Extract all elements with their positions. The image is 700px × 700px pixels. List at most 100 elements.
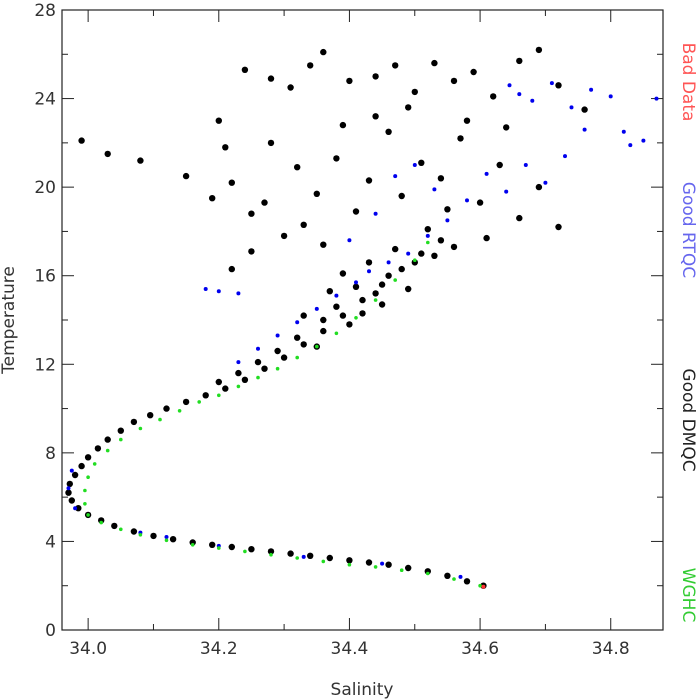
data-point — [535, 46, 543, 54]
data-point — [372, 73, 379, 80]
data-point — [413, 258, 417, 263]
data-point — [399, 568, 404, 572]
data-point — [209, 195, 216, 202]
data-point — [71, 471, 79, 479]
data-point — [426, 571, 430, 576]
data-point — [169, 536, 177, 543]
data-point — [150, 532, 157, 540]
data-point — [217, 546, 221, 550]
data-point — [392, 245, 399, 253]
data-point — [222, 144, 229, 151]
data-point — [431, 59, 438, 67]
data-point — [346, 321, 353, 328]
x-tick-label: 34.8 — [592, 639, 630, 659]
data-point — [216, 289, 221, 294]
data-point — [275, 366, 280, 371]
data-point — [385, 272, 392, 279]
data-point — [405, 104, 412, 111]
y-tick-label: 16 — [34, 267, 56, 287]
data-point — [275, 333, 280, 338]
y-tick-label: 4 — [45, 532, 56, 552]
data-point — [280, 232, 288, 240]
data-point — [84, 454, 92, 461]
data-point — [352, 208, 360, 215]
data-point — [339, 121, 347, 129]
data-point — [215, 378, 222, 386]
data-point — [333, 303, 340, 310]
data-point — [104, 436, 111, 443]
data-point — [274, 347, 281, 355]
data-point — [392, 62, 399, 69]
data-point — [320, 327, 327, 335]
data-point — [372, 113, 379, 120]
data-point — [504, 189, 509, 194]
data-point — [425, 233, 430, 238]
data-point — [378, 301, 386, 308]
y-tick-label: 0 — [45, 621, 56, 641]
legend: Bad Data Good RTQC Good DMQC WGHC — [678, 43, 698, 623]
data-point — [313, 190, 320, 197]
data-point — [365, 559, 373, 566]
data-point — [217, 393, 221, 398]
data-point — [92, 462, 97, 466]
data-point — [452, 577, 456, 581]
data-point — [280, 354, 288, 361]
data-point — [130, 418, 138, 426]
data-point — [549, 81, 554, 86]
y-axis-title: Temperature — [0, 266, 19, 375]
data-point — [503, 124, 510, 131]
data-point — [465, 198, 469, 203]
data-point — [314, 306, 319, 311]
data-point — [445, 218, 450, 223]
data-point — [481, 584, 486, 589]
data-point — [182, 172, 190, 180]
data-point — [589, 87, 594, 92]
y-tick-label: 8 — [45, 444, 56, 464]
x-tick-label: 34.4 — [331, 639, 369, 659]
data-point — [164, 535, 169, 539]
series-wghc — [83, 240, 482, 588]
data-point — [197, 400, 201, 404]
data-point — [654, 96, 659, 101]
legend-item: WGHC — [678, 568, 698, 623]
data-point — [354, 316, 358, 320]
data-point — [431, 252, 438, 259]
x-axis-title: Salinity — [331, 680, 394, 700]
data-point — [248, 210, 255, 217]
data-point — [222, 385, 229, 392]
data-point — [228, 543, 235, 551]
data-point — [334, 331, 339, 336]
data-point — [163, 405, 170, 412]
data-point — [235, 369, 242, 377]
data-point — [68, 497, 76, 504]
series-bad-data — [481, 584, 486, 589]
data-point — [386, 260, 391, 265]
data-point — [261, 365, 268, 372]
data-point — [294, 164, 301, 171]
data-point — [83, 502, 87, 506]
x-tick-label: 34.2 — [200, 639, 238, 659]
data-point — [137, 157, 144, 164]
data-point — [346, 557, 353, 564]
data-point — [365, 177, 373, 184]
data-point — [75, 505, 82, 512]
data-point — [458, 574, 463, 579]
data-point — [236, 384, 241, 389]
data-point — [543, 180, 548, 185]
data-point — [295, 556, 300, 560]
data-point — [267, 548, 275, 555]
data-point — [406, 251, 411, 256]
data-point — [202, 392, 209, 399]
data-point — [177, 409, 182, 413]
data-point — [326, 288, 333, 295]
data-point — [203, 287, 208, 291]
data-point — [334, 293, 339, 298]
data-point — [418, 250, 425, 257]
data-point — [321, 559, 326, 564]
data-point — [261, 199, 268, 206]
data-point — [287, 550, 294, 557]
data-point — [105, 448, 110, 453]
data-point — [315, 344, 319, 349]
data-point — [437, 175, 445, 182]
data-point — [320, 241, 327, 248]
